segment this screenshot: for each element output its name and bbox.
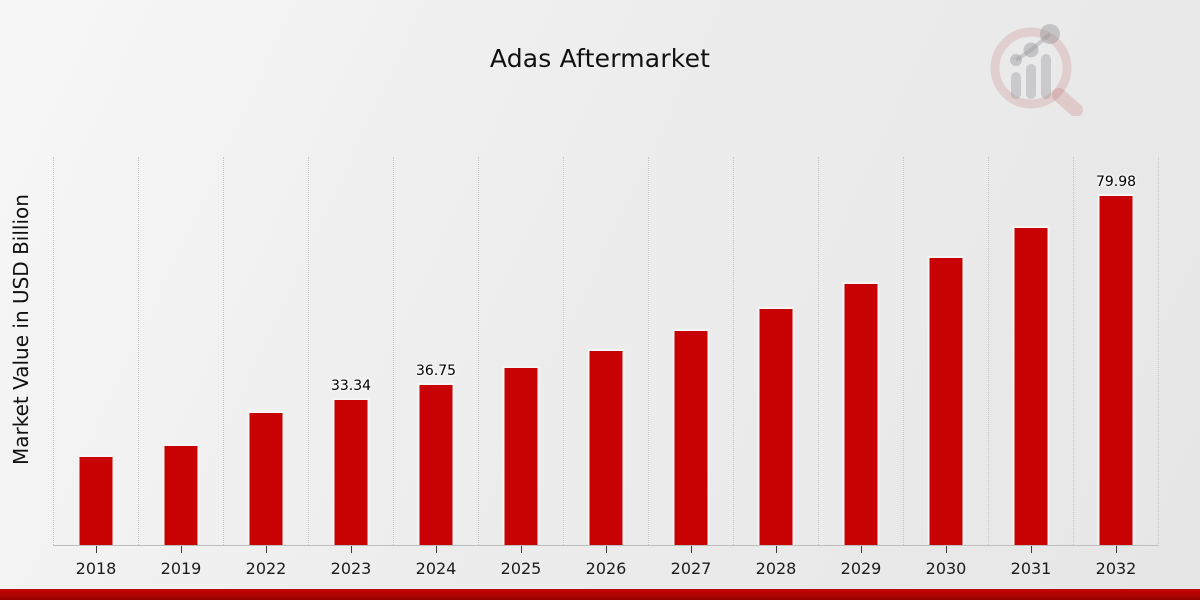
x-tick-label-2028: 2028: [755, 559, 797, 578]
bar-2030: [927, 256, 965, 545]
bar-2027: [672, 329, 710, 545]
x-axis-tick-2026: [606, 546, 607, 553]
x-tick-label-2024: 2024: [415, 559, 457, 578]
x-axis-tick-2029: [861, 546, 862, 553]
bar-2025: [502, 366, 540, 545]
x-tick-label-2030: 2030: [925, 559, 967, 578]
bar-2026: [587, 349, 625, 545]
brand-logo-icon: [990, 24, 1083, 116]
x-axis-tick-2019: [181, 546, 182, 553]
x-tick-label-2022: 2022: [245, 559, 287, 578]
x-tick-label-2025: 2025: [500, 559, 542, 578]
bar-2019: [162, 444, 200, 545]
x-axis-tick-2023: [351, 546, 352, 553]
category-slot-2022: 2022: [223, 157, 308, 578]
x-tick-label-2019: 2019: [160, 559, 202, 578]
x-axis-tick-2022: [266, 546, 267, 553]
bar-2023: [332, 398, 370, 545]
category-slot-2032: 79.98 2032: [1073, 157, 1158, 578]
category-slot-2019: 2019: [138, 157, 223, 578]
value-label-2032: 79.98: [1095, 174, 1137, 190]
category-slot-2026: 2026: [563, 157, 648, 578]
category-slot-2023: 33.34 2023: [308, 157, 393, 578]
value-label-2023: 33.34: [330, 378, 372, 394]
x-tick-label-2032: 2032: [1095, 559, 1137, 578]
bar-2028: [757, 307, 795, 545]
value-label-2024: 36.75: [415, 363, 457, 379]
plot-area: 2018 2019 2022 33.34 2023 36.75 2024 2025 2026 20…: [53, 157, 1159, 578]
bar-2024: [417, 383, 455, 545]
x-axis-tick-2025: [521, 546, 522, 553]
category-slot-2029: 2029: [818, 157, 903, 578]
category-slot-2031: 2031: [988, 157, 1073, 578]
x-axis-tick-2018: [96, 546, 97, 553]
category-slot-2030: 2030: [903, 157, 988, 578]
bar-2022: [247, 411, 285, 545]
footer-accent-stripe: [0, 589, 1200, 600]
y-axis-label: Market Value in USD Billion: [9, 194, 33, 466]
category-slot-2018: 2018: [53, 157, 138, 578]
x-axis-tick-2030: [946, 546, 947, 553]
bar-2031: [1012, 226, 1050, 545]
category-slot-2024: 36.75 2024: [393, 157, 478, 578]
x-tick-label-2023: 2023: [330, 559, 372, 578]
x-axis-tick-2028: [776, 546, 777, 553]
x-tick-label-2018: 2018: [75, 559, 117, 578]
x-axis-tick-2027: [691, 546, 692, 553]
x-axis-tick-2032: [1116, 546, 1117, 553]
x-tick-label-2027: 2027: [670, 559, 712, 578]
x-axis-tick-2024: [436, 546, 437, 553]
x-axis-tick-2031: [1031, 546, 1032, 553]
category-slot-2027: 2027: [648, 157, 733, 578]
bar-2032: [1097, 194, 1135, 545]
x-tick-label-2031: 2031: [1010, 559, 1052, 578]
x-tick-label-2026: 2026: [585, 559, 627, 578]
chart-title: Adas Aftermarket: [489, 44, 711, 73]
category-slot-2028: 2028: [733, 157, 818, 578]
bar-2029: [842, 282, 880, 545]
bar-2018: [77, 455, 115, 545]
category-slot-2025: 2025: [478, 157, 563, 578]
x-tick-label-2029: 2029: [840, 559, 882, 578]
